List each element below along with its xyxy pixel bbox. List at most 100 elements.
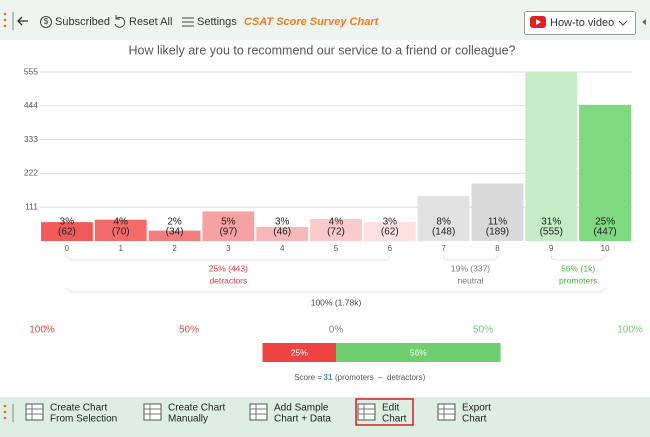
button-label[interactable]: Chart (382, 414, 407, 425)
button-label[interactable]: Chart (462, 414, 487, 425)
bar (202, 211, 255, 241)
video-button[interactable] (524, 11, 636, 35)
x-tick-label: 8 (495, 244, 500, 253)
x-tick-label: 7 (441, 244, 446, 253)
how-to-video[interactable]: How-to video (550, 17, 614, 29)
group-name: detractors (209, 275, 247, 285)
gauge-bar-label: 56% (410, 347, 427, 357)
bar (363, 222, 416, 241)
group-label: 56% (1k) (561, 263, 595, 273)
button-label[interactable]: Create Chart (168, 403, 225, 414)
app-title: CSAT Score Survey Chart (244, 16, 380, 28)
collapse-arrow[interactable] (642, 19, 646, 25)
button-label[interactable]: Create Chart (50, 403, 107, 414)
bracket (550, 255, 606, 261)
bar (310, 219, 362, 241)
value-label: (62) (58, 227, 76, 238)
bar (471, 183, 524, 241)
toolbar-dots (3, 404, 7, 420)
pct-label: 3% (60, 217, 75, 228)
x-tick-label: 3 (226, 244, 231, 253)
subscribed-icon (40, 16, 52, 28)
pct-label: 25% (595, 217, 615, 228)
button-label[interactable]: Manually (168, 414, 208, 425)
pct-label: 4% (329, 217, 344, 228)
y-tick-label: 555 (24, 66, 38, 76)
button-label[interactable]: From Selection (50, 414, 117, 425)
button-icon-lines (26, 404, 43, 420)
bracket (66, 255, 391, 261)
chevron (618, 20, 628, 26)
dollar-icon: $ (44, 17, 49, 26)
value-label: (62) (381, 227, 399, 238)
group-label: 19% (337) (451, 263, 490, 273)
settings[interactable]: Settings (197, 16, 237, 28)
x-tick-label: 0 (65, 244, 70, 253)
bar (579, 104, 631, 241)
gauge-tick-label: 0% (329, 325, 344, 336)
value-label: (189) (486, 227, 509, 238)
button-label[interactable]: Export (462, 403, 491, 414)
x-tick-label: 9 (549, 244, 554, 253)
pct-label: 3% (383, 217, 398, 228)
total-label: 100% (1.78k) (311, 297, 362, 307)
bar (94, 219, 147, 241)
gauge-bar (262, 343, 336, 362)
bracket (66, 287, 606, 293)
x-tick-label: 1 (119, 244, 124, 253)
bottom-toolbar (0, 397, 650, 437)
value-label: (555) (540, 227, 563, 238)
button-icon (437, 403, 456, 421)
subscribed[interactable]: Subscribed (55, 16, 110, 28)
x-tick-label: 10 (601, 244, 610, 253)
gauge-tick-label: 50% (179, 325, 199, 336)
value-label: (447) (593, 227, 616, 238)
bar (148, 230, 201, 241)
button-label[interactable]: Add Sample (274, 403, 329, 414)
toolbar-dots (3, 12, 7, 28)
y-tick-label: 222 (24, 168, 38, 178)
gauge-tick-label: 50% (473, 325, 493, 336)
button-icon-lines (144, 404, 161, 420)
bar (417, 195, 470, 241)
button-label[interactable]: Edit (382, 403, 399, 414)
x-tick-label: 6 (388, 244, 393, 253)
button-icon-lines (250, 404, 267, 420)
value-label: (148) (432, 227, 455, 238)
pct-label: 5% (221, 217, 236, 228)
bar (525, 72, 578, 241)
button-label[interactable]: Chart + Data (274, 414, 331, 425)
group-name: promoters (559, 275, 597, 285)
gauge-tick-label: 100% (29, 325, 55, 336)
bar (41, 222, 93, 241)
score-value: 31 (324, 373, 333, 382)
settings-icon (182, 17, 194, 27)
button-icon (249, 403, 268, 421)
back-button[interactable] (17, 16, 28, 26)
bracket (443, 255, 498, 261)
value-label: (46) (273, 227, 291, 238)
gauge-bar-label: 25% (291, 347, 308, 357)
x-tick-label: 4 (280, 244, 285, 253)
score-suffix: (promoters – detractors) (335, 373, 426, 382)
pct-label: 11% (488, 217, 507, 228)
value-label: (72) (327, 227, 345, 238)
button-icon (143, 403, 162, 421)
gauge-bar (336, 343, 501, 362)
pct-label: 31% (541, 217, 561, 228)
edit-chart-highlight (355, 398, 414, 426)
x-tick-label: 2 (172, 244, 177, 253)
value-label: (97) (219, 227, 237, 238)
bar (256, 226, 309, 241)
y-tick-label: 444 (24, 100, 38, 110)
value-label: (34) (166, 227, 184, 238)
button-icon-lines (438, 404, 455, 420)
y-tick-label: 111 (25, 201, 38, 211)
reset-all[interactable]: Reset All (129, 16, 172, 28)
chart-title: How likely are you to recommend our serv… (129, 43, 516, 57)
score-prefix: Score = (294, 373, 322, 382)
pct-label: 3% (275, 217, 290, 228)
x-tick-label: 5 (334, 244, 339, 253)
